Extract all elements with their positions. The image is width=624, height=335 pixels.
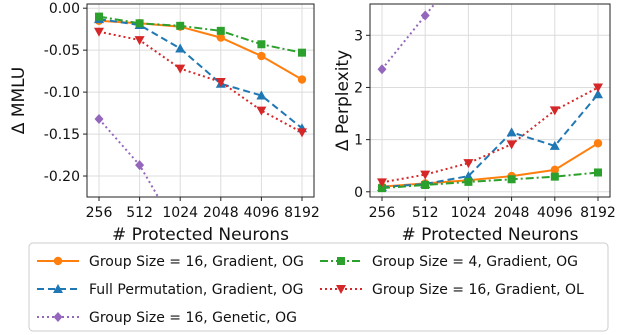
series-line: [381, 171, 599, 190]
mmlu-chart: 256 512 1024 2048 4096 8192 0.00 -0.05 -0.10 -0.1…: [9, 1, 320, 245]
data-point: [216, 33, 225, 42]
x-tick-label: 4096: [537, 205, 573, 221]
x-tick-label: 1024: [451, 205, 487, 221]
data-point: [175, 43, 186, 53]
legend-marker: [53, 312, 63, 322]
x-tick-label: 512: [412, 205, 439, 221]
x-tick-label: 2048: [203, 205, 239, 221]
data-point: [256, 106, 267, 116]
x-tick-label: 4096: [244, 205, 280, 221]
x-tick-label: 256: [86, 205, 113, 221]
data-point: [175, 64, 186, 74]
data-point: [593, 89, 603, 99]
legend-label: Full Permutation, Gradient, OG: [89, 282, 303, 298]
legend: Group Size = 16, Gradient, OG Group Size …: [28, 242, 609, 332]
y-tick-label: 3: [354, 28, 363, 44]
series-line: [98, 30, 303, 134]
data-point: [421, 181, 430, 190]
data-point: [550, 165, 559, 175]
legend-marker: [337, 257, 345, 265]
series-line: [98, 18, 303, 129]
plot-frame: [86, 3, 315, 198]
series-group: [94, 12, 307, 197]
data-point: [594, 168, 602, 177]
data-point: [464, 177, 473, 186]
y-tick-label: 0: [354, 185, 363, 201]
y-axis-label: Δ MMLU: [9, 67, 29, 134]
y-tick-label: -0.15: [44, 127, 80, 143]
data-point: [257, 40, 266, 49]
data-point: [176, 21, 185, 30]
series-line: [381, 93, 599, 189]
data-point: [420, 170, 431, 180]
x-tick-label: 512: [126, 205, 153, 221]
perplexity-chart: 256 512 1024 2048 4096 8192 0 1 2 3 # Protected Ne…: [333, 3, 616, 245]
y-tick-label: 1: [354, 133, 363, 149]
data-point: [298, 48, 306, 57]
legend-label: Group Size = 16, Gradient, OG: [89, 254, 304, 270]
y-tick-label: 2: [354, 80, 363, 96]
data-point: [377, 64, 387, 75]
x-axis-label: # Protected Neurons: [401, 225, 578, 245]
legend-box: [28, 242, 609, 332]
data-point: [549, 140, 560, 150]
data-point: [135, 160, 145, 171]
data-point: [507, 175, 516, 184]
data-point: [94, 27, 104, 37]
data-point: [216, 26, 225, 35]
data-point: [377, 178, 387, 188]
data-point: [506, 140, 517, 150]
x-tick-label: 8192: [284, 205, 320, 221]
data-point: [95, 12, 103, 21]
y-axis-label: Δ Perplexity: [333, 50, 353, 151]
x-axis-label: # Protected Neurons: [112, 225, 289, 245]
data-point: [297, 128, 307, 138]
legend-label: Group Size = 4, Gradient, OG: [372, 254, 578, 270]
x-tick-label: 2048: [494, 205, 530, 221]
data-point: [297, 75, 307, 84]
y-tick-label: -0.10: [44, 85, 80, 101]
x-tick-label: 256: [369, 205, 396, 221]
legend-label: Group Size = 16, Genetic, OG: [89, 310, 297, 326]
y-tick-label: -0.05: [44, 43, 80, 59]
series-line: [98, 15, 303, 54]
data-point: [256, 90, 267, 100]
data-point: [549, 106, 560, 116]
data-point: [506, 127, 517, 137]
data-point: [550, 172, 559, 181]
legend-label: Group Size = 16, Gradient, OL: [372, 282, 584, 298]
plot-frame: [369, 3, 611, 198]
x-tick-label: 1024: [162, 205, 198, 221]
data-point: [257, 51, 266, 61]
data-point: [94, 113, 104, 124]
data-point: [215, 78, 226, 88]
series-line: [381, 86, 599, 184]
y-tick-label: 0.00: [49, 1, 80, 17]
data-point: [593, 139, 603, 148]
data-point: [593, 83, 603, 93]
legend-marker: [53, 256, 63, 266]
data-point: [378, 184, 386, 193]
legend-marker: [53, 284, 63, 293]
data-point: [420, 10, 430, 21]
legend-marker: [336, 285, 346, 294]
data-point: [134, 36, 145, 46]
data-point: [135, 19, 144, 28]
x-tick-label: 8192: [580, 205, 616, 221]
series-group: [377, 4, 603, 193]
data-point: [463, 159, 474, 169]
y-tick-label: -0.20: [44, 169, 80, 185]
